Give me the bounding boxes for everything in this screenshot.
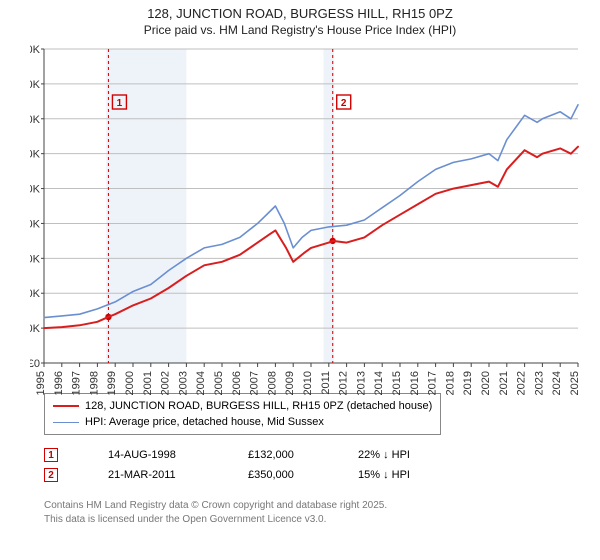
marker-index-cell: 2 bbox=[44, 468, 108, 482]
footer-line-2: This data is licensed under the Open Gov… bbox=[44, 513, 600, 527]
y-tick-label: £0 bbox=[30, 358, 40, 370]
x-tick-label: 2007 bbox=[249, 371, 261, 395]
x-tick-label: 2014 bbox=[373, 371, 385, 395]
footer: Contains HM Land Registry data © Crown c… bbox=[44, 499, 600, 526]
title-line-1: 128, JUNCTION ROAD, BURGESS HILL, RH15 0… bbox=[0, 6, 600, 21]
marker-date: 14-AUG-1998 bbox=[108, 449, 248, 461]
x-tick-label: 1999 bbox=[106, 371, 118, 395]
x-tick-label: 2016 bbox=[409, 371, 421, 395]
marker-price: £132,000 bbox=[248, 449, 358, 461]
x-tick-label: 2005 bbox=[213, 371, 225, 395]
y-tick-label: £800K bbox=[30, 79, 41, 91]
x-tick-label: 2021 bbox=[498, 371, 510, 395]
x-tick-label: 2023 bbox=[533, 371, 545, 395]
x-tick-label: 2010 bbox=[302, 371, 314, 395]
y-tick-label: £100K bbox=[30, 323, 41, 335]
marker-pct: 22% ↓ HPI bbox=[358, 449, 478, 461]
x-tick-label: 2013 bbox=[355, 371, 367, 395]
title-block: 128, JUNCTION ROAD, BURGESS HILL, RH15 0… bbox=[0, 0, 600, 37]
x-tick-label: 2012 bbox=[338, 371, 350, 395]
y-tick-label: £400K bbox=[30, 218, 41, 230]
x-tick-label: 2019 bbox=[462, 371, 474, 395]
x-tick-label: 2006 bbox=[231, 371, 243, 395]
x-tick-label: 1996 bbox=[53, 371, 65, 395]
marker-table: 1 14-AUG-1998£132,00022% ↓ HPI 2 21-MAR-201… bbox=[44, 445, 600, 485]
marker-badge: 2 bbox=[44, 468, 58, 482]
x-tick-label: 2018 bbox=[444, 371, 456, 395]
x-tick-label: 2004 bbox=[195, 371, 207, 395]
x-tick-label: 1998 bbox=[88, 371, 100, 395]
footer-line-1: Contains HM Land Registry data © Crown c… bbox=[44, 499, 600, 513]
x-tick-label: 2020 bbox=[480, 371, 492, 395]
x-tick-label: 2008 bbox=[266, 371, 278, 395]
x-tick-label: 2003 bbox=[177, 371, 189, 395]
chart-area: £0 £100K £200K £300K £400K £500K £600K £700K £80… bbox=[30, 45, 590, 385]
x-tick-label: 2002 bbox=[160, 371, 172, 395]
x-tick-label: 1995 bbox=[35, 371, 47, 395]
marker-price: £350,000 bbox=[248, 469, 358, 481]
y-tick-label: £500K bbox=[30, 184, 41, 196]
x-tick-label: 2009 bbox=[284, 371, 296, 395]
y-tick-label: £300K bbox=[30, 253, 41, 265]
y-tick-label: £600K bbox=[30, 149, 41, 161]
marker-table-row: 2 21-MAR-2011£350,00015% ↓ HPI bbox=[44, 465, 600, 485]
x-tick-label: 2017 bbox=[427, 371, 439, 395]
x-tick-label: 2000 bbox=[124, 371, 136, 395]
y-tick-label: £900K bbox=[30, 45, 41, 56]
x-tick-label: 2024 bbox=[551, 371, 563, 395]
marker-badge-text: 1 bbox=[117, 98, 123, 109]
x-tick-label: 2025 bbox=[569, 371, 581, 395]
x-tick-label: 2001 bbox=[142, 371, 154, 395]
x-tick-label: 2015 bbox=[391, 371, 403, 395]
marker-badge-text: 2 bbox=[341, 98, 347, 109]
marker-index-cell: 1 bbox=[44, 448, 108, 462]
chart-svg: £0 £100K £200K £300K £400K £500K £600K £700K £80… bbox=[30, 45, 590, 423]
y-tick-label: £200K bbox=[30, 288, 41, 300]
marker-date: 21-MAR-2011 bbox=[108, 469, 248, 481]
x-tick-label: 1997 bbox=[71, 371, 83, 395]
marker-table-row: 1 14-AUG-1998£132,00022% ↓ HPI bbox=[44, 445, 600, 465]
x-tick-label: 2022 bbox=[516, 371, 528, 395]
marker-pct: 15% ↓ HPI bbox=[358, 469, 478, 481]
marker-badge: 1 bbox=[44, 448, 58, 462]
shaded-band bbox=[106, 49, 186, 363]
title-line-2: Price paid vs. HM Land Registry's House … bbox=[0, 23, 600, 37]
x-tick-label: 2011 bbox=[320, 371, 332, 395]
figure-root: 128, JUNCTION ROAD, BURGESS HILL, RH15 0… bbox=[0, 0, 600, 526]
y-tick-label: £700K bbox=[30, 114, 41, 126]
